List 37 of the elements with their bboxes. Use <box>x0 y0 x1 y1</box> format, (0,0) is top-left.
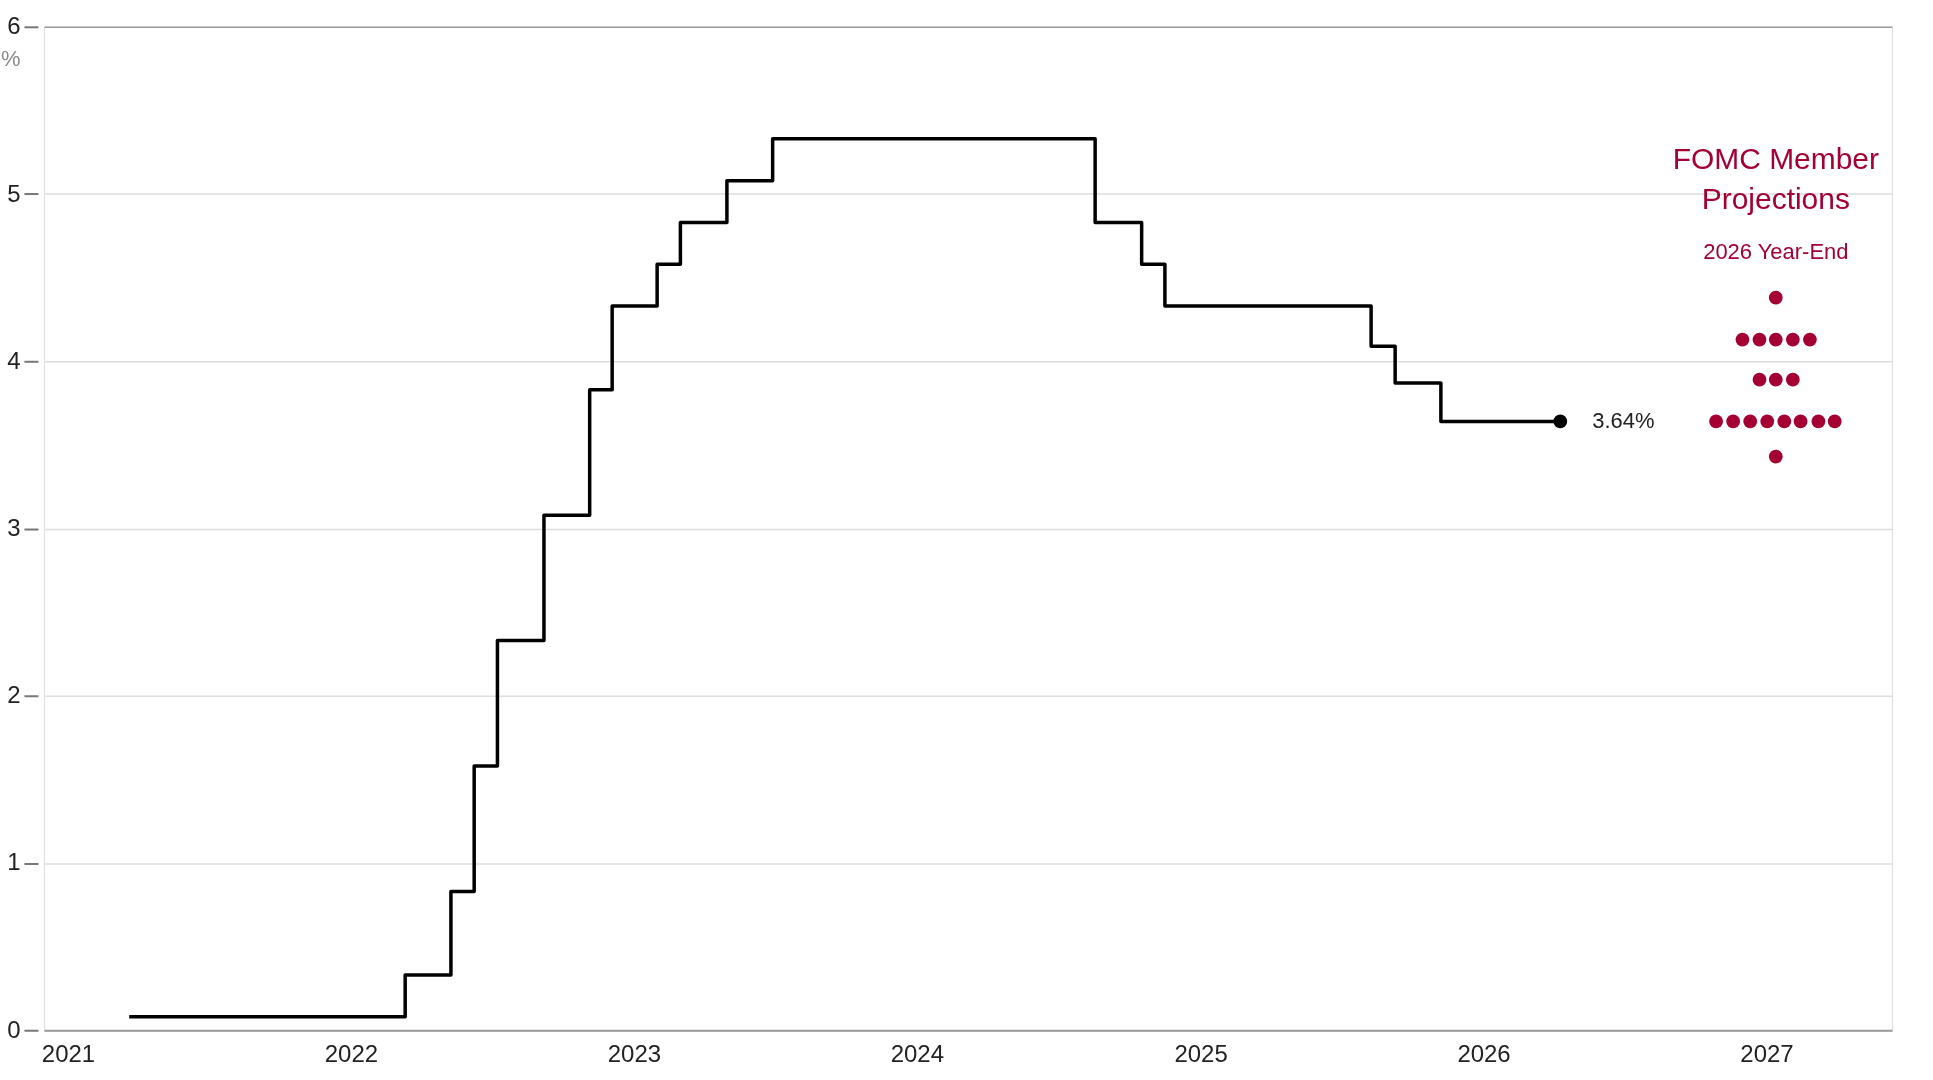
x-tick-label: 2026 <box>1457 1039 1511 1067</box>
x-tick-label: 2022 <box>324 1039 379 1067</box>
y-tick-label: 1 <box>7 848 21 876</box>
x-tick-label: 2025 <box>1174 1039 1228 1067</box>
point <box>1768 290 1783 305</box>
point <box>1752 332 1767 347</box>
point <box>1709 414 1723 429</box>
point <box>1827 414 1842 429</box>
y-tick-label: 3 <box>7 514 21 541</box>
point <box>1811 414 1826 429</box>
annotation: 3.64% <box>1592 408 1655 434</box>
point <box>1803 332 1817 347</box>
y-tick-label: 2 <box>7 681 21 709</box>
y-tick-label: 6 <box>7 12 21 40</box>
point <box>1777 414 1792 429</box>
point <box>1768 332 1783 347</box>
point <box>1726 414 1741 429</box>
point <box>1768 372 1783 387</box>
point <box>1785 332 1800 347</box>
point <box>1785 372 1800 387</box>
point <box>1793 414 1808 429</box>
point <box>1760 414 1775 429</box>
y-tick-label: 4 <box>7 346 21 374</box>
annotation: 2026 Year-End <box>1703 238 1849 264</box>
point <box>1752 372 1767 387</box>
y-tick-label: 0 <box>7 1015 21 1043</box>
point <box>1743 414 1758 429</box>
x-tick-label: 2023 <box>607 1039 662 1067</box>
text: FOMC Member Projections <box>1672 141 1879 215</box>
x-tick-label: 2024 <box>890 1039 944 1067</box>
point <box>1735 332 1750 347</box>
x-tick-label: 2027 <box>1740 1039 1794 1067</box>
y-axis-title: % <box>0 46 21 72</box>
point <box>1768 449 1783 464</box>
x-tick-label: 2021 <box>41 1039 96 1067</box>
y-tick-label: 5 <box>7 179 21 207</box>
point <box>1553 414 1568 429</box>
